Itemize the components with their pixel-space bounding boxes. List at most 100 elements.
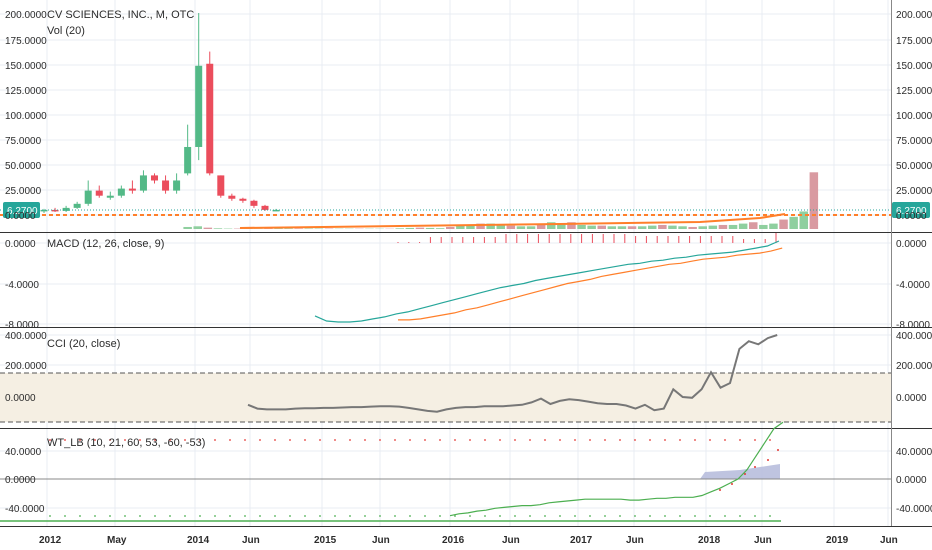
cci-left-tick: 400.0000: [5, 331, 47, 342]
wt-ob-dot: [619, 439, 621, 441]
volume-bar: [627, 226, 637, 229]
wt-signal-dot: [731, 483, 733, 485]
time-axis-label: 2015: [314, 535, 337, 546]
time-axis-label: 2012: [39, 535, 62, 546]
time-axis-label: 2018: [698, 535, 721, 546]
volume-bar: [587, 225, 596, 229]
wt-ob-dot: [544, 439, 546, 441]
candle-body: [261, 205, 269, 210]
candle-body: [184, 146, 192, 174]
wt-os-dot: [754, 515, 756, 517]
wt-ob-dot: [724, 439, 726, 441]
candle-body: [250, 200, 258, 206]
volume-bar: [658, 224, 667, 229]
candle-body: [117, 188, 125, 196]
time-axis-label: Jun: [754, 535, 772, 546]
wt-os-dot: [259, 515, 261, 517]
wt-os-dot: [169, 515, 171, 517]
volume-bar: [698, 226, 707, 229]
price-left-tick: 25.0000: [5, 186, 42, 197]
time-axis-label: 2017: [570, 535, 593, 546]
wt-ob-dot: [229, 439, 231, 441]
wt-left-tick: -40.0000: [5, 504, 45, 515]
volume-bar: [183, 226, 192, 229]
volume-bar: [759, 224, 768, 229]
wt-ob-dot: [94, 439, 96, 441]
volume-bar: [446, 226, 455, 229]
wt-os-dot: [544, 515, 546, 517]
macd-right-tick: -8.0000: [896, 320, 930, 331]
wt-ob-dot: [124, 439, 126, 441]
wt-os-dot: [289, 515, 291, 517]
price-badge-left: 6.2700: [3, 202, 40, 218]
time-axis-label: 2019: [826, 535, 849, 546]
wt-ob-dot: [769, 439, 771, 441]
wt-os-dot: [619, 515, 621, 517]
volume-bar: [597, 225, 606, 229]
wt-level-dots: [49, 439, 779, 517]
wt-left-tick: 40.0000: [5, 447, 42, 458]
wt-ob-dot: [499, 439, 501, 441]
wt-os-dot: [664, 515, 666, 517]
right-axis-ticks: 200.0000 175.0000 150.0000 125.0000 100.0000…: [896, 10, 932, 515]
candle-body: [128, 188, 136, 191]
wt-right-tick: -40.0000: [896, 504, 932, 515]
price-left-tick: 200.0000: [5, 10, 47, 21]
volume-bar: [648, 225, 657, 229]
price-right-tick: 150.0000: [896, 61, 932, 72]
volume-bar: [728, 224, 738, 229]
time-axis[interactable]: 2012 May 2014 Jun 2015 Jun 2016 Jun 2017 Jun 2018 J…: [39, 535, 898, 546]
cci-right-tick: 200.0000: [896, 361, 932, 372]
volume-bar: [738, 223, 748, 229]
wt-ob-dot: [379, 439, 381, 441]
volume-bar: [799, 211, 808, 229]
wt-signal-dot: [754, 466, 756, 468]
cci-right-tick: 400.0000: [896, 331, 932, 342]
price-left-tick: 100.0000: [5, 111, 47, 122]
wt-ob-dot: [664, 439, 666, 441]
time-axis-label: Jun: [502, 535, 520, 546]
candle-body: [139, 175, 147, 191]
volume-label: Vol (20): [47, 25, 85, 37]
wt-os-dot: [214, 515, 216, 517]
wt-os-dot: [274, 515, 276, 517]
candle-body: [272, 209, 280, 212]
wt-ob-dot: [169, 439, 171, 441]
wt-os-dot: [454, 515, 456, 517]
macd-right-tick: -4.0000: [896, 280, 930, 291]
volume-bar: [526, 226, 536, 229]
wt-os-dot: [649, 515, 651, 517]
macd-histogram: [397, 233, 777, 243]
volume-bar: [708, 225, 718, 229]
cci-label: CCI (20, close): [47, 338, 120, 350]
wt-ob-dot: [454, 439, 456, 441]
wt-signal-dot: [744, 473, 746, 475]
wt-os-dot: [319, 515, 321, 517]
wt-os-dot: [199, 515, 201, 517]
svg-text:6.2700: 6.2700: [896, 206, 927, 217]
wt-os-dot: [409, 515, 411, 517]
wt-signal-dot: [777, 449, 779, 451]
price-right-tick: 200.0000: [896, 10, 932, 21]
macd-right-tick: 0.0000: [896, 239, 927, 250]
wt-os-dot: [229, 515, 231, 517]
wt-ob-dot: [394, 439, 396, 441]
wt-ob-dot: [304, 439, 306, 441]
wt-ob-dot: [334, 439, 336, 441]
wt-ob-dot: [199, 439, 201, 441]
wt-os-dot: [424, 515, 426, 517]
time-axis-label: Jun: [242, 535, 260, 546]
left-axis-ticks: 200.0000 175.0000 150.0000 125.0000 100.0000…: [5, 10, 47, 515]
wt-ob-dot: [364, 439, 366, 441]
volume-bar: [466, 225, 475, 229]
wt-ob-dot: [64, 439, 66, 441]
wt-os-dot: [364, 515, 366, 517]
candle-body: [73, 203, 81, 208]
cci-left-tick: 200.0000: [5, 361, 47, 372]
wt-os-dot: [574, 515, 576, 517]
macd-line: [314, 240, 780, 323]
candle-body: [217, 175, 225, 196]
volume-bar: [516, 226, 526, 229]
volume-bar: [688, 226, 697, 229]
